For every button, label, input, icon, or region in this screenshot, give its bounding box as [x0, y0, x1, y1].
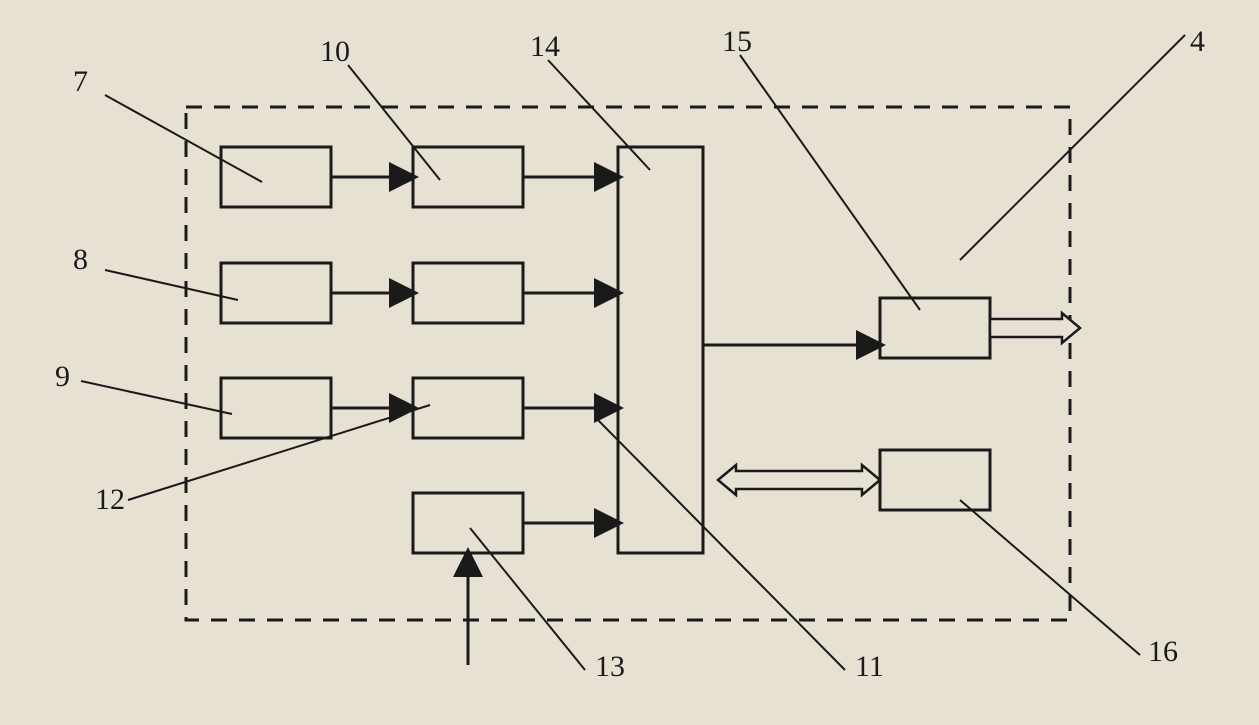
label-9: 9 — [55, 360, 70, 394]
label-8: 8 — [73, 243, 88, 277]
label-15: 15 — [722, 25, 752, 59]
block-diagram — [0, 0, 1259, 725]
label-7: 7 — [73, 65, 88, 99]
label-16: 16 — [1148, 635, 1178, 669]
label-11: 11 — [855, 650, 884, 684]
label-10: 10 — [320, 35, 350, 69]
label-4: 4 — [1190, 25, 1205, 59]
label-13: 13 — [595, 650, 625, 684]
label-12: 12 — [95, 483, 125, 517]
label-14: 14 — [530, 30, 560, 64]
